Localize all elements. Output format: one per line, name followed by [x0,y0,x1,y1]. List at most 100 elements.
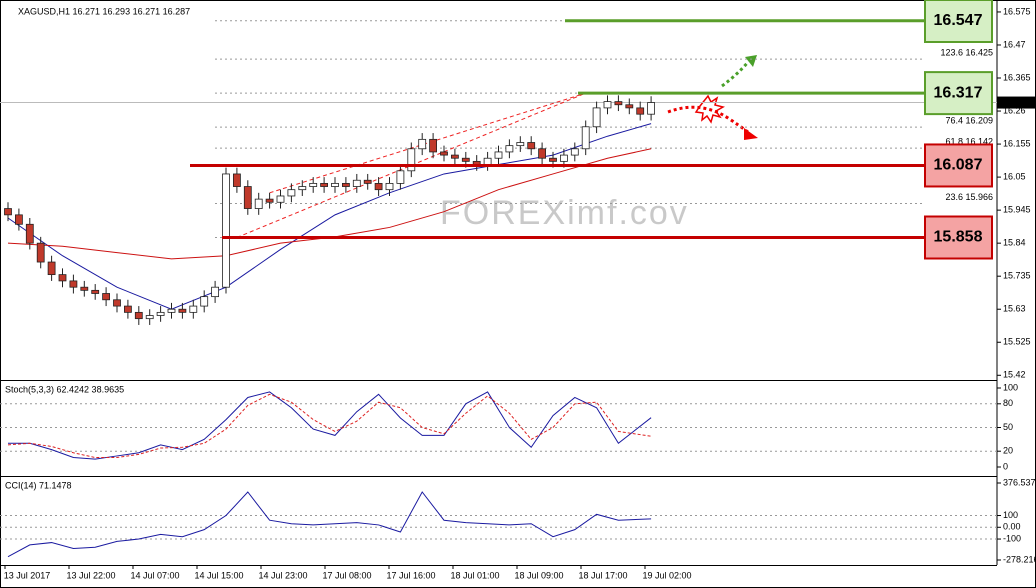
candle-body [505,145,514,153]
channel-line [269,92,586,194]
candle-body [4,208,12,216]
x-tick-label: 13 Jul 2017 [4,570,51,580]
candle-body [614,101,623,106]
candle-body [560,154,568,162]
candle-body [80,286,89,291]
candle-body [625,104,634,109]
candle-body [69,280,78,288]
candle-body [483,157,492,165]
candle-body [461,157,470,162]
current-price-bg [997,96,1036,109]
candle-body [113,299,121,307]
candle-body [549,157,557,162]
candle-body [298,186,307,191]
candle-body [254,198,263,209]
fib-label: 23.6 15.966 [945,192,993,202]
candle-body [178,308,187,313]
candle-body [527,142,536,150]
x-tick-label: 17 Jul 08:00 [322,570,371,580]
x-tick-label: 18 Jul 01:00 [450,570,499,580]
candle-body [25,223,34,244]
y-tick-label: -100 [1003,533,1021,543]
y-tick-label: 16.155 [1003,138,1031,148]
candle-body [134,311,143,320]
level-label: 15.858 [934,229,983,246]
candle-body [200,296,209,307]
level-box [924,215,993,260]
y-tick-label: 16.365 [1003,72,1031,82]
candle-body [363,179,372,184]
candle-body [352,179,361,187]
level-label: 16.317 [934,84,983,101]
level-box [924,0,993,43]
y-tick-label: 15.735 [1003,271,1031,281]
x-tick-label: 14 Jul 23:00 [258,570,307,580]
candle-body [570,148,579,156]
down-arrow [667,105,749,134]
candle-body [102,293,110,301]
x-tick-label: 17 Jul 16:00 [386,570,435,580]
indicator-line [7,491,652,558]
x-tick-label: 18 Jul 17:00 [578,570,627,580]
x-tick-label: 18 Jul 09:00 [514,570,563,580]
candle-body [287,189,296,197]
y-tick-label: 376.5373 [1003,477,1036,487]
y-tick-label: 16.26 [1003,105,1026,115]
fib-label: 76.4 16.209 [945,115,993,125]
y-tick-label: 15.42 [1003,370,1026,380]
candle-body [538,148,546,159]
y-tick-label: 0.00 [1003,522,1021,532]
x-tick-label: 19 Jul 02:00 [642,570,691,580]
up-arrow-head [745,55,757,67]
level-box [924,71,993,116]
candle-body [385,182,394,191]
candle-body [91,289,100,294]
y-tick-label: -278.216 [1003,554,1036,564]
y-tick-label: 20 [1003,446,1013,456]
y-tick-label: 16.05 [1003,171,1026,181]
candle-body [189,305,198,313]
indicator-line [8,391,652,460]
candle-body [145,315,154,320]
candle-body [440,151,448,156]
y-tick-label: 0 [1003,461,1008,471]
candle-body [14,214,23,225]
down-arrow-head [744,128,758,140]
cci-title: CCI(14) 71.1478 [5,480,72,490]
header: XAGUSD,H1 16.271 16.293 16.271 16.287 [18,6,190,16]
x-tick-label: 13 Jul 22:00 [66,570,115,580]
y-tick-label: 15.63 [1003,304,1026,314]
candle-body [211,286,220,298]
current-price-label: 16.287 [1000,97,1028,107]
level-box [924,143,993,188]
candle-body [167,308,176,313]
y-tick-label: 100 [1003,382,1018,392]
candle-body [516,142,525,147]
candle-body [374,182,383,191]
level-label: 16.087 [934,157,983,174]
candle-body [36,242,45,263]
candle-body [232,173,241,187]
candle-body [276,195,285,203]
y-tick-label: 16.575 [1003,6,1031,16]
candle-body [156,311,165,316]
stoch-title: Stoch(5,3,3) 62.4242 38.9635 [5,384,124,394]
fib-label: 123.6 16.425 [940,48,993,58]
watermark: FOREXimf.cov [440,194,689,232]
fib-label: 61.8 16.142 [945,137,993,147]
candle-body [320,182,329,187]
y-tick-label: 15.84 [1003,238,1026,248]
y-tick-label: 16.47 [1003,39,1026,49]
candle-body [341,182,350,187]
candle-body [450,154,459,159]
candle-body [636,107,645,115]
y-tick-label: 15.525 [1003,337,1031,347]
candle-body [429,138,438,153]
x-tick-label: 14 Jul 07:00 [130,570,179,580]
y-tick-label: 15.945 [1003,205,1031,215]
candle-body [396,170,405,184]
candle-body [581,126,590,150]
candle-body [309,182,318,187]
